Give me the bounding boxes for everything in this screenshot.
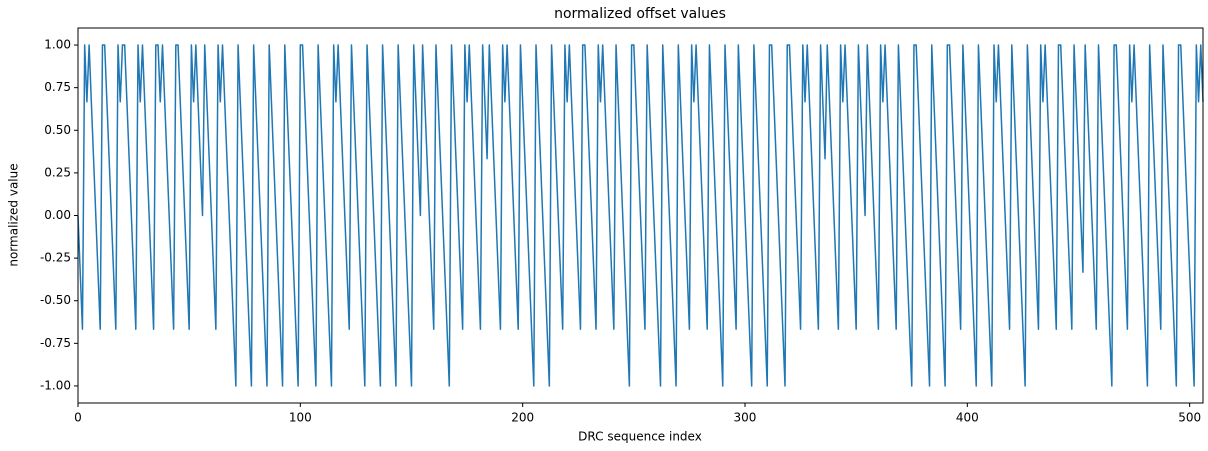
y-tick-label: 0.25 [44,165,71,179]
y-tick-label: -0.25 [40,251,71,265]
x-tick-label: 500 [1178,411,1201,425]
data-line [77,44,1204,387]
y-tick-label: 1.00 [44,38,71,52]
y-tick-label: -0.50 [40,293,71,307]
x-tick-label: 200 [511,411,534,425]
x-tick-label: 0 [74,411,82,425]
x-tick-label: 400 [956,411,979,425]
y-tick-label: 0.00 [44,208,71,222]
chart-title: normalized offset values [554,6,726,22]
y-tick-label: 0.75 [44,80,71,94]
y-tick-label: -0.75 [40,336,71,350]
x-tick-label: 100 [289,411,312,425]
x-axis-label: DRC sequence index [578,430,702,444]
plot-frame [77,27,1204,404]
y-tick-label: -1.00 [40,378,71,392]
x-tick-label: 300 [734,411,757,425]
y-tick-label: 0.50 [44,123,71,137]
y-axis-label: normalized value [7,163,21,266]
